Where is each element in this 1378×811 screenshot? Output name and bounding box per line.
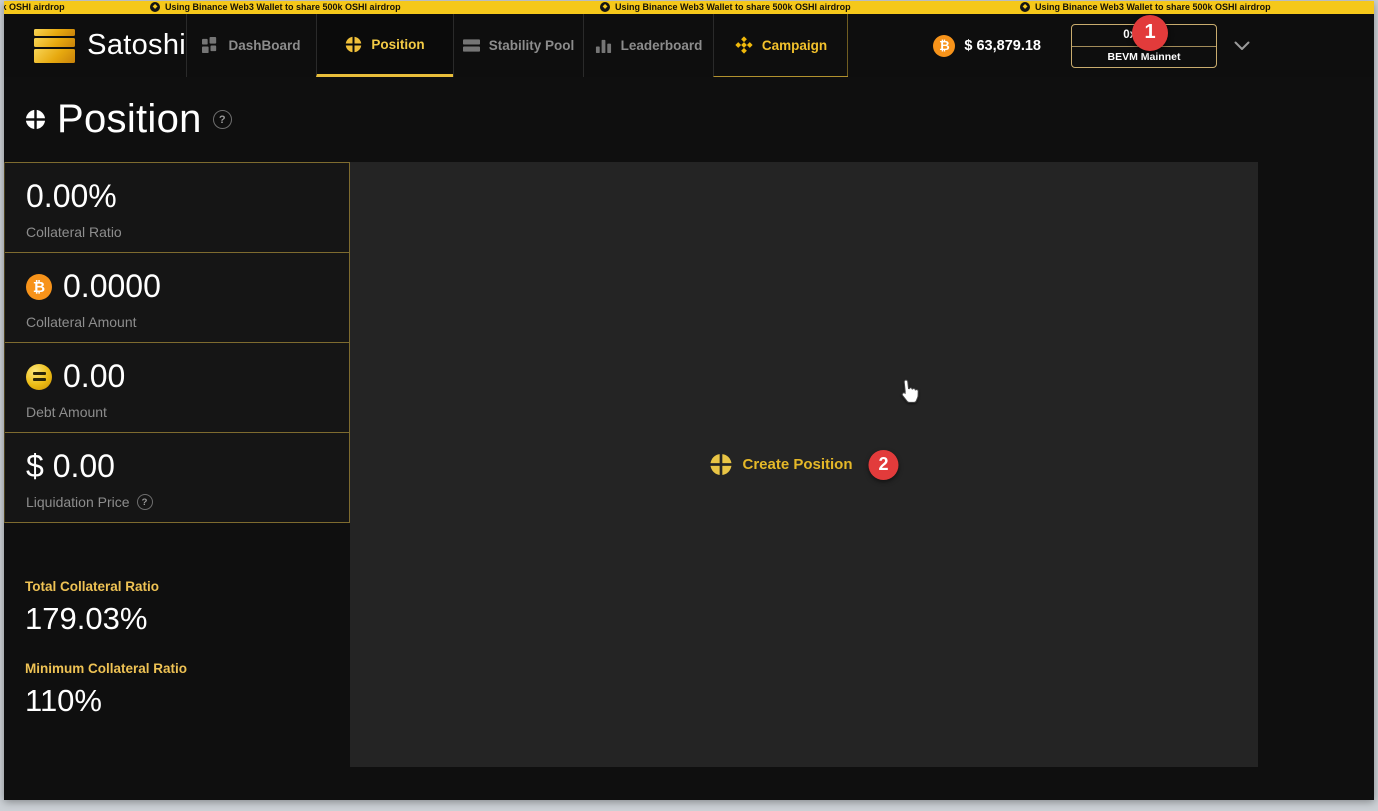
summary-label: Total Collateral Ratio [25,579,160,594]
marquee-item: ◆ Using Binance Web3 Wallet to share 500… [600,1,851,13]
create-position-button[interactable]: Create Position 2 [709,449,899,480]
binance-icon: ◆ [600,1,610,12]
wallet-account-button[interactable]: 0x08...7 BEVM Mainnet 1 [1071,14,1217,68]
brand-logo-home-link[interactable]: Satoshi [4,14,186,77]
stat-value: $ 0.00 [26,448,115,484]
create-position-label: Create Position [742,456,853,473]
nav-tab-dashboard[interactable]: DashBoard [186,14,316,77]
btc-price-value: $ 63,879.18 [964,37,1041,54]
summary-value: 179.03% [25,601,148,636]
nav-tab-label: Stability Pool [488,38,575,53]
binance-icon: ◆ [1020,1,1030,12]
sat-coin-icon [26,363,52,390]
binance-icon: ◆ [150,1,160,12]
summary-value: 110% [25,683,102,718]
marquee-item: ◆ Using Binance Web3 Wallet to share 500… [4,1,65,13]
quartered-circle-icon [710,453,732,476]
satoshi-logo-icon [34,28,76,63]
stat-label: Collateral Amount [26,314,137,330]
btc-coin-icon: ₿ [26,273,52,300]
stat-value: 0.0000 [63,268,161,304]
stat-panels: 0.00% Collateral Ratio ₿ 0.0000 Collater… [4,162,350,523]
position-stats-sidebar: 0.00% Collateral Ratio ₿ 0.0000 Collater… [4,162,350,767]
marquee-text: Using Binance Web3 Wallet to share 500k … [1035,1,1271,12]
page-title: Position [57,97,202,141]
help-icon[interactable]: ? [212,110,232,129]
marquee-text: Using Binance Web3 Wallet to share 500k … [4,1,65,12]
help-icon[interactable]: ? [136,494,153,510]
hand-pointer-cursor [901,379,919,403]
chevron-down-icon[interactable] [1234,41,1250,51]
brand-name: Satoshi [87,29,186,61]
nav-tab-label: Campaign [761,37,828,53]
app-window: ◆ Using Binance Web3 Wallet to share 500… [4,1,1374,800]
marquee-item: ◆ Using Binance Web3 Wallet to share 500… [150,1,401,13]
page-header: Position ? [4,77,1374,162]
nav-tab-campaign[interactable]: Campaign [713,14,848,77]
stat-label: Liquidation Price [26,494,130,510]
summary-label: Minimum Collateral Ratio [25,661,188,676]
promo-marquee-banner[interactable]: ◆ Using Binance Web3 Wallet to share 500… [4,1,1374,14]
nav-tab-label: DashBoard [228,38,301,53]
bar-chart-icon [595,37,612,54]
marquee-item: ◆ Using Binance Web3 Wallet to share 500… [1020,1,1271,13]
stat-liquidation-price: $ 0.00 Liquidation Price ? [5,432,349,522]
quartered-circle-icon [345,36,362,53]
header-navbar: Satoshi DashBoard Position Stability Poo… [4,14,1374,77]
stat-label: Debt Amount [26,404,107,420]
quartered-circle-icon [25,109,46,130]
marquee-text: Using Binance Web3 Wallet to share 500k … [615,1,851,12]
nav-tab-label: Position [371,36,425,52]
marquee-text: Using Binance Web3 Wallet to share 500k … [165,1,401,12]
stat-debt-amount: 0.00 Debt Amount [5,342,349,432]
stat-value: 0.00 [63,358,126,394]
stat-value: 0.00% [26,178,117,214]
protocol-summary: Total Collateral Ratio 179.03% Minimum C… [4,579,350,719]
btc-price-indicator: ₿ $ 63,879.18 [933,14,1041,77]
nav-tab-position[interactable]: Position [316,14,453,77]
position-main-panel: Create Position 2 [350,162,1258,767]
content-area: 0.00% Collateral Ratio ₿ 0.0000 Collater… [4,162,1374,767]
annotation-step-badge-1: 1 [1132,14,1168,51]
nav-tab-leaderboard[interactable]: Leaderboard [583,14,713,77]
stat-label: Collateral Ratio [26,224,122,240]
nav-tab-label: Leaderboard [620,38,703,53]
dashboard-grid-icon [202,37,219,54]
nav-tab-stability-pool[interactable]: Stability Pool [453,14,583,77]
stat-collateral-ratio: 0.00% Collateral Ratio [5,162,349,252]
stat-collateral-amount: ₿ 0.0000 Collateral Amount [5,252,349,342]
annotation-step-badge-2: 2 [868,449,899,480]
binance-diamond-icon [735,36,753,54]
btc-coin-icon: ₿ [933,34,956,57]
stacked-bars-icon [462,37,480,54]
